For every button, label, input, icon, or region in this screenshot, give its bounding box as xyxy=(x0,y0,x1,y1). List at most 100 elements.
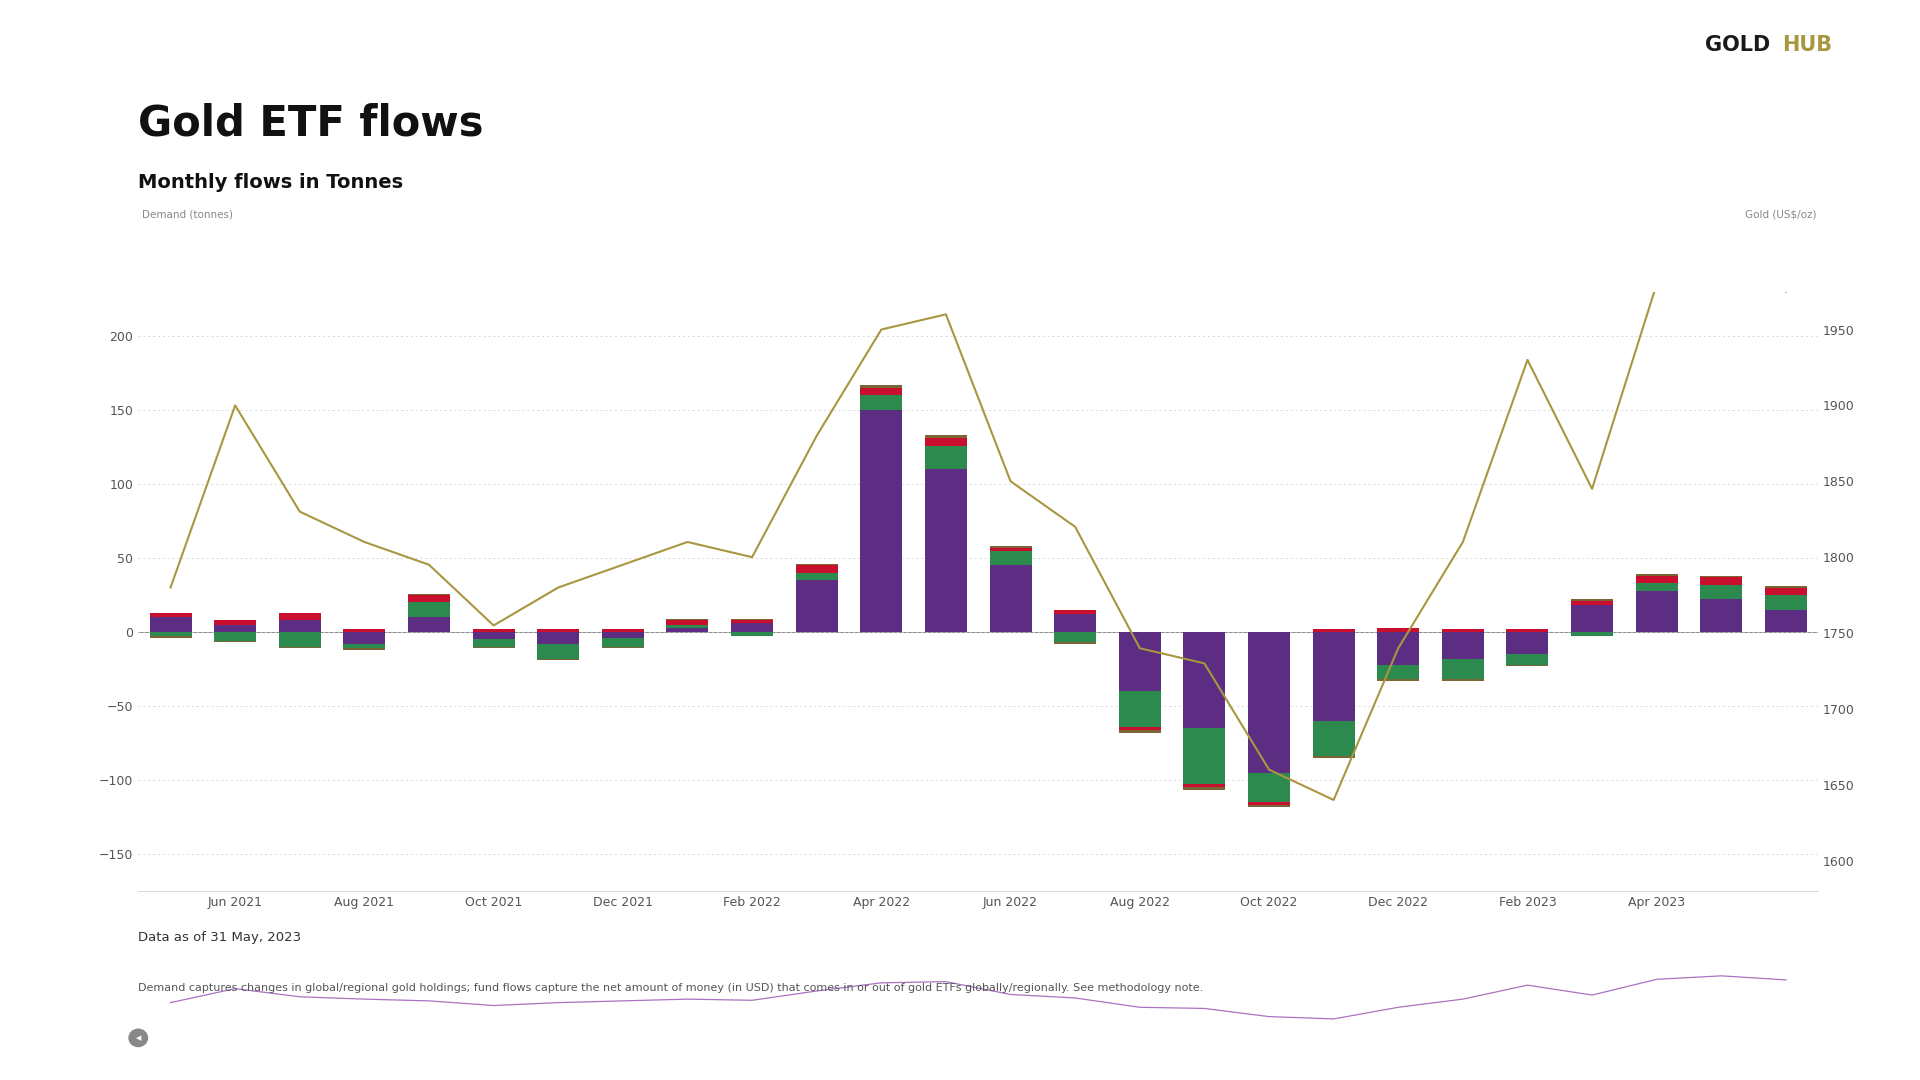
Bar xyxy=(1701,576,1741,577)
Bar xyxy=(1636,576,1678,583)
Text: Demand (tonnes): Demand (tonnes) xyxy=(142,210,232,219)
Bar xyxy=(732,623,774,632)
Bar xyxy=(1183,787,1225,791)
Bar xyxy=(1054,615,1096,632)
Bar xyxy=(150,632,192,636)
Text: ▶: ▶ xyxy=(1839,1035,1843,1041)
Bar xyxy=(538,632,580,644)
Bar xyxy=(1636,583,1678,591)
Bar xyxy=(344,632,386,644)
Bar xyxy=(409,617,449,632)
Bar xyxy=(1313,632,1356,720)
Bar xyxy=(1054,610,1096,615)
Bar xyxy=(860,395,902,410)
Bar xyxy=(1119,691,1162,727)
Bar xyxy=(860,410,902,632)
Bar xyxy=(1701,584,1741,599)
Bar xyxy=(278,632,321,647)
Bar xyxy=(538,629,580,632)
Text: Demand captures changes in global/regional gold holdings; fund flows capture the: Demand captures changes in global/region… xyxy=(138,983,1204,993)
Bar xyxy=(666,624,708,627)
Bar xyxy=(278,612,321,620)
Bar xyxy=(1442,679,1484,680)
Bar xyxy=(472,639,515,647)
Bar xyxy=(989,546,1031,548)
Bar xyxy=(795,564,837,566)
Bar xyxy=(1701,599,1741,632)
Bar xyxy=(344,629,386,632)
Bar xyxy=(666,627,708,632)
Circle shape xyxy=(129,1029,148,1047)
Bar xyxy=(538,644,580,659)
Bar xyxy=(1636,575,1678,576)
Bar xyxy=(1248,772,1290,802)
Bar xyxy=(472,632,515,639)
Bar xyxy=(472,647,515,648)
Bar xyxy=(1571,599,1613,600)
Bar xyxy=(1507,629,1548,632)
Bar xyxy=(1313,720,1356,756)
Text: GOLD: GOLD xyxy=(1705,35,1770,55)
Bar xyxy=(1377,627,1419,632)
Bar xyxy=(150,617,192,632)
Bar xyxy=(150,636,192,638)
Bar xyxy=(732,619,774,620)
Bar xyxy=(732,620,774,623)
Bar xyxy=(795,572,837,580)
Bar xyxy=(1119,730,1162,732)
Bar xyxy=(1377,679,1419,680)
Bar xyxy=(1442,659,1484,679)
Bar xyxy=(1442,629,1484,632)
Bar xyxy=(215,632,255,640)
Bar xyxy=(925,438,968,446)
Text: Data as of 31 May, 2023: Data as of 31 May, 2023 xyxy=(138,931,301,944)
Bar xyxy=(1248,632,1290,772)
Bar xyxy=(344,648,386,650)
Bar xyxy=(1571,632,1613,636)
Bar xyxy=(1119,632,1162,691)
Bar xyxy=(1119,727,1162,730)
Bar xyxy=(409,594,449,595)
Bar xyxy=(150,612,192,617)
Bar xyxy=(601,629,643,632)
Bar xyxy=(1313,756,1356,758)
Bar xyxy=(1183,632,1225,728)
Bar xyxy=(1764,610,1807,632)
Bar xyxy=(1636,591,1678,632)
Bar xyxy=(1571,600,1613,606)
Text: HUB: HUB xyxy=(1782,35,1832,55)
Bar xyxy=(409,595,449,603)
Text: Gold (US$/oz): Gold (US$/oz) xyxy=(1745,210,1816,219)
Bar xyxy=(1377,664,1419,679)
Bar xyxy=(1248,802,1290,806)
Bar xyxy=(409,603,449,617)
Bar xyxy=(278,647,321,648)
Text: ◀: ◀ xyxy=(136,1035,140,1041)
Bar xyxy=(601,632,643,638)
Bar xyxy=(1701,577,1741,584)
Bar xyxy=(925,446,968,469)
Bar xyxy=(1442,632,1484,659)
Bar xyxy=(1507,632,1548,654)
Bar xyxy=(344,644,386,648)
Bar xyxy=(1764,595,1807,610)
Bar xyxy=(1507,664,1548,666)
Bar xyxy=(732,632,774,636)
Bar xyxy=(1183,784,1225,787)
Bar xyxy=(666,619,708,620)
Bar xyxy=(472,629,515,632)
Bar xyxy=(278,620,321,632)
Bar xyxy=(860,388,902,395)
Bar xyxy=(1183,728,1225,784)
Bar xyxy=(989,548,1031,551)
Bar xyxy=(1248,806,1290,807)
Bar xyxy=(795,566,837,572)
Bar xyxy=(601,638,643,647)
Bar xyxy=(1764,586,1807,588)
Bar xyxy=(538,659,580,660)
Bar xyxy=(1313,629,1356,632)
Bar xyxy=(989,551,1031,566)
Bar xyxy=(1764,588,1807,595)
Bar xyxy=(989,566,1031,632)
Bar xyxy=(1054,632,1096,643)
